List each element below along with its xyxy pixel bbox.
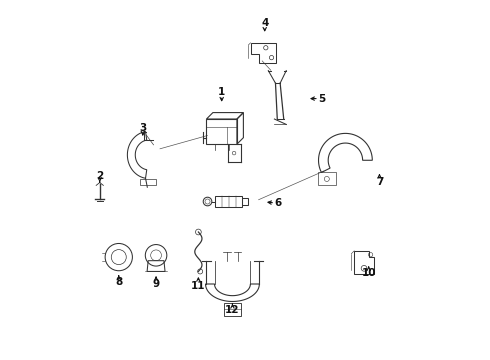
Text: 2: 2 (96, 171, 103, 181)
Text: 1: 1 (218, 87, 225, 97)
Text: 9: 9 (152, 279, 160, 289)
Text: 4: 4 (261, 18, 269, 28)
Text: 6: 6 (275, 198, 282, 208)
Text: 7: 7 (376, 177, 383, 187)
Text: 12: 12 (225, 305, 240, 315)
Text: 3: 3 (139, 123, 147, 133)
Text: 5: 5 (318, 94, 326, 104)
Text: 8: 8 (115, 277, 122, 287)
Text: 10: 10 (362, 268, 376, 278)
Text: 11: 11 (191, 281, 206, 291)
